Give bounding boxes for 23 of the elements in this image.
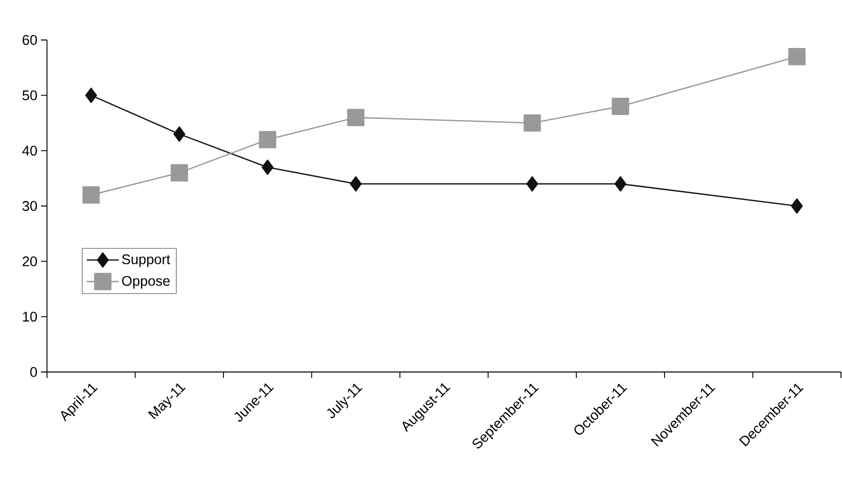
point: [173, 126, 186, 142]
point: [612, 98, 630, 116]
point: [262, 160, 274, 175]
point: [524, 114, 541, 132]
point: [526, 176, 538, 192]
point: [791, 198, 803, 214]
y-tick-label: 10: [23, 312, 37, 322]
point: [85, 88, 98, 103]
point: [347, 108, 364, 126]
y-tick-label: 30: [22, 201, 37, 211]
legend-label: Support: [122, 254, 170, 267]
y-tick-label: 40: [22, 146, 37, 156]
point: [350, 176, 362, 192]
y-tick-label: 20: [22, 256, 37, 266]
y-tick-label: 60: [22, 35, 37, 45]
legend-label: Oppose: [122, 276, 170, 289]
point: [258, 130, 276, 148]
point: [614, 176, 626, 192]
y-tick-label: 0: [30, 367, 37, 377]
point: [82, 186, 100, 204]
y-tick-label: 50: [22, 90, 37, 100]
point: [788, 48, 806, 66]
point: [170, 164, 188, 182]
